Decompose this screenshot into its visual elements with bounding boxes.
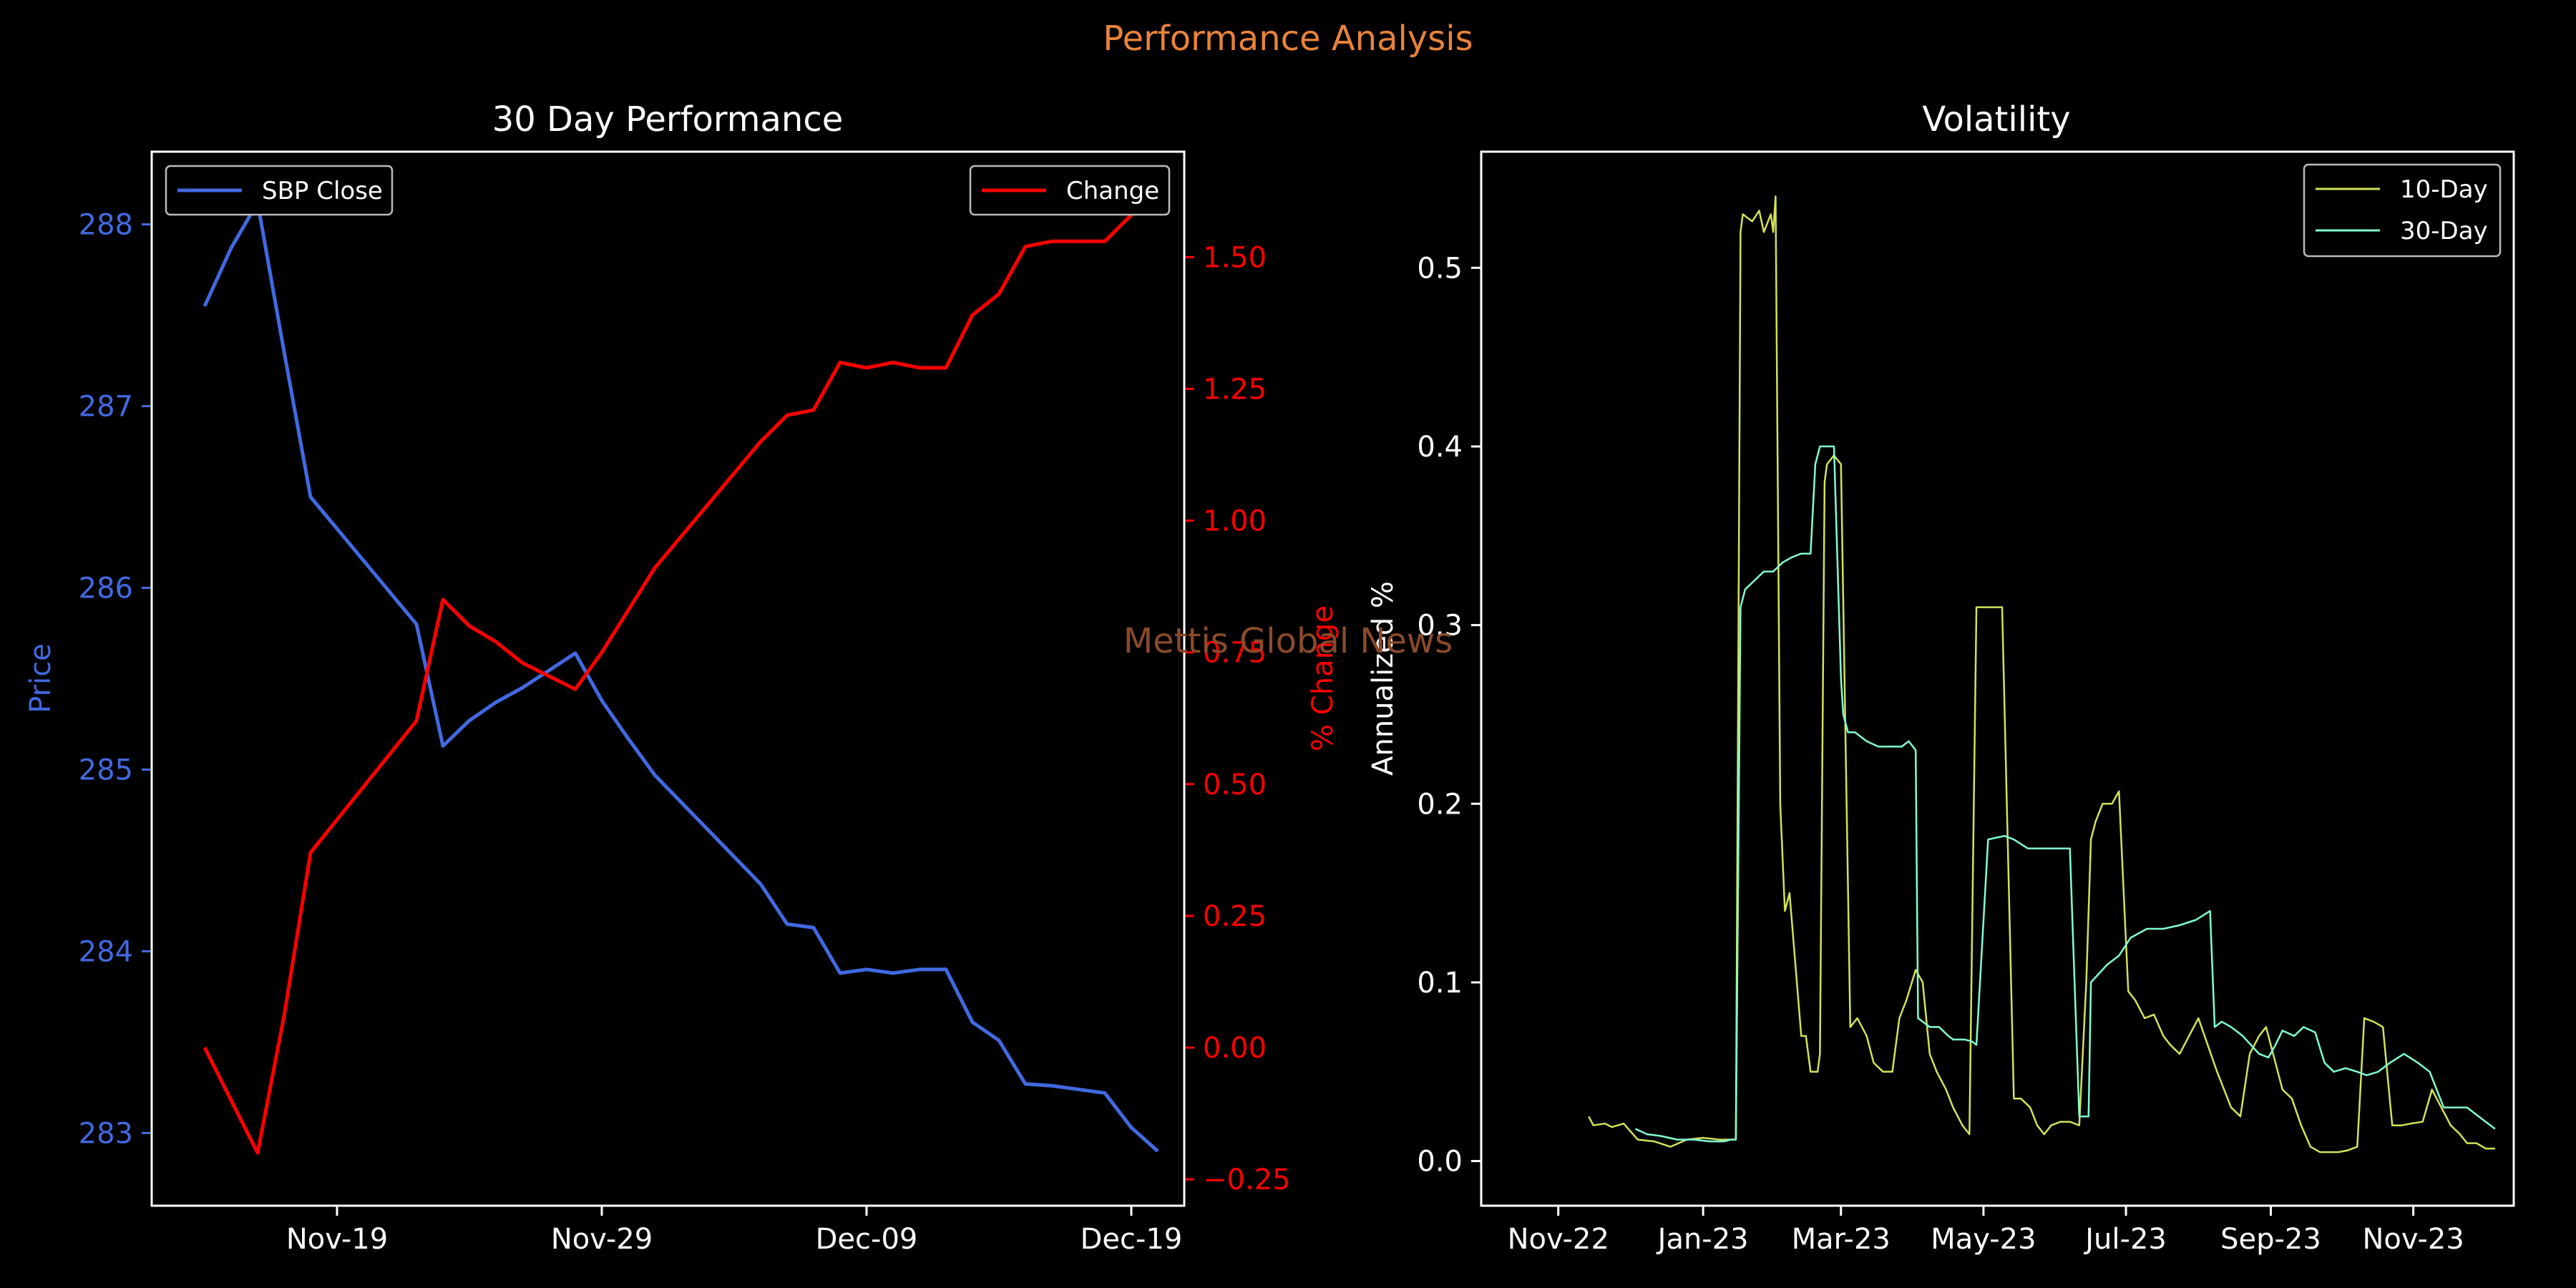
watermark-text: Mettis Global News [1123,621,1453,661]
x-tick-label: Mar-23 [1792,1223,1890,1256]
x-tick-label: Jan-23 [1656,1223,1749,1256]
y-tick-label: 0.4 [1417,431,1463,464]
price-line [203,200,1159,1153]
x-tick-label: Nov-29 [551,1223,653,1256]
y2-tick-label: 1.25 [1203,373,1267,406]
change-line [203,192,1159,1155]
y2-tick-label: 0.00 [1203,1032,1267,1065]
y2-tick-label: 0.75 [1203,637,1267,670]
y-tick-label: 0.5 [1417,252,1463,285]
x-tick-label: Nov-23 [2362,1223,2464,1256]
change-legend-label: Change [1066,177,1159,205]
annualized-axis-label: Annualized % [1367,581,1400,776]
price-legend-label: SBP Close [262,177,383,205]
y2-tick-label: 0.50 [1203,769,1267,801]
x-tick-label: Nov-22 [1508,1223,1609,1256]
volatility-title: Volatility [1922,99,2070,140]
vol30-legend-label: 30-Day [2400,217,2488,245]
y2-tick-label: 0.25 [1203,900,1267,933]
x-tick-label: Sep-23 [2220,1223,2321,1256]
vol10-line [1588,195,2495,1153]
change-axis-label: % Change [1307,605,1340,751]
performance-series [203,192,1159,1155]
performance-panel: 30 Day Performance Nov-19 Nov-29 Dec-09 Dec… [24,99,1340,1256]
y-tick-label: 285 [79,753,133,786]
performance-title: 30 Day Performance [492,99,844,140]
performance-axes: Nov-19 Nov-29 Dec-09 Dec-19 283 284 285 286 287 2… [79,209,1291,1256]
x-tick-label: Dec-19 [1080,1223,1183,1256]
x-tick-label: Jul-23 [2083,1223,2167,1256]
y2-tick-label: −0.25 [1203,1163,1291,1196]
y-tick-label: 283 [79,1117,133,1150]
y-tick-label: 287 [79,391,133,424]
figure-title: Performance Analysis [1103,19,1473,59]
price-axis-label: Price [24,643,57,713]
volatility-series [1588,195,2496,1153]
price-legend: SBP Close [165,165,394,216]
volatility-panel: Volatility Nov-22 Jan-23 Mar-23 May-23 Jul-2… [1367,99,2515,1256]
y2-tick-label: 1.50 [1203,241,1267,274]
y-tick-label: 0.2 [1417,788,1463,821]
y-tick-label: 0.3 [1417,610,1463,643]
y-tick-label: 284 [79,935,133,968]
volatility-legend: 10-Day 30-Day [2303,163,2502,258]
x-tick-label: Nov-19 [286,1223,388,1256]
y-tick-label: 286 [79,572,133,605]
price-legend-box [165,165,394,216]
change-legend: Change [969,165,1171,216]
vol10-legend-label: 10-Day [2400,175,2488,204]
volatility-plot-frame [1480,150,2515,1207]
y-tick-label: 288 [79,209,133,242]
performance-plot-frame [150,150,1186,1207]
change-legend-box [969,165,1171,216]
y2-tick-label: 1.00 [1203,505,1267,538]
y-tick-label: 0.0 [1417,1146,1463,1179]
volatility-legend-box [2303,163,2502,258]
x-tick-label: May-23 [1931,1223,2036,1256]
x-tick-label: Dec-09 [816,1223,918,1256]
volatility-axes: Nov-22 Jan-23 Mar-23 May-23 Jul-23 Sep-23 Nov-… [1417,252,2464,1256]
y-tick-label: 0.1 [1417,967,1463,1000]
vol30-line [1634,445,2496,1143]
